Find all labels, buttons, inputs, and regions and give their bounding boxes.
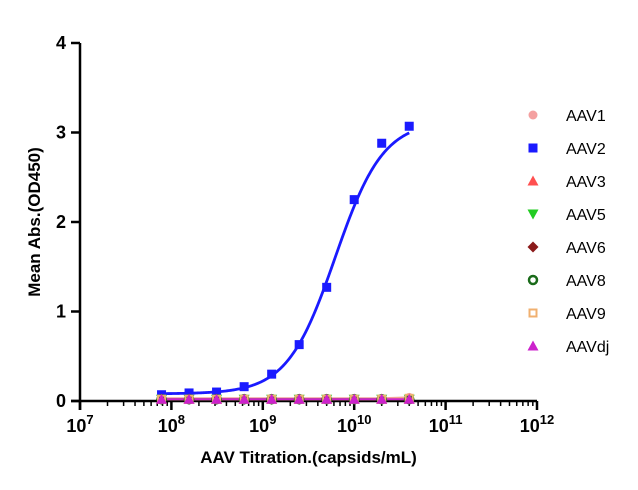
x-tick-label: 107 — [66, 412, 93, 436]
legend-label: AAV8 — [566, 273, 606, 290]
legend-label: AAV5 — [566, 207, 606, 224]
data-point — [294, 340, 304, 350]
data-point — [266, 393, 278, 404]
legend-marker — [527, 274, 539, 286]
fit-curve-aav2 — [161, 131, 410, 396]
legend-marker — [528, 110, 538, 120]
legend-item-aav1: AAV1 — [528, 108, 606, 125]
points-aavdj — [156, 393, 415, 404]
fit-line-aav1 — [161, 396, 410, 400]
legend-item-aav5: AAV5 — [527, 207, 606, 224]
x-tick-label: 1010 — [337, 412, 372, 436]
legend-marker — [528, 308, 538, 318]
legend-label: AAV1 — [566, 108, 606, 125]
data-point — [211, 393, 223, 404]
series-aav1 — [161, 396, 410, 400]
plot-area: 0 1 2 3 4 107 108 109 1010 1011 1012 — [56, 33, 554, 436]
legend-label: AAV2 — [566, 141, 606, 158]
y-axis-title: Mean Abs.(OD450) — [25, 147, 44, 297]
data-point — [239, 382, 249, 392]
legend-label: AAVdj — [566, 339, 609, 356]
legend-marker — [527, 209, 539, 220]
data-point — [238, 393, 250, 404]
legend-label: AAV6 — [566, 240, 606, 257]
data-point — [183, 393, 195, 404]
x-tick-label: 1012 — [520, 412, 555, 436]
y-tick-label: 0 — [56, 391, 66, 411]
legend-label: AAV3 — [566, 174, 606, 191]
y-tick-label: 2 — [56, 212, 66, 232]
x-tick-label: 108 — [158, 412, 185, 436]
legend-item-aav6: AAV6 — [527, 240, 606, 257]
data-point — [404, 121, 414, 131]
legend-marker — [527, 241, 539, 253]
legend-marker — [527, 340, 539, 351]
legend-item-aav9: AAV9 — [528, 306, 606, 323]
legend-marker — [528, 143, 538, 153]
data-point — [184, 388, 194, 398]
y-tick-label: 3 — [56, 123, 66, 143]
data-point — [376, 393, 388, 404]
series-aav2 — [161, 131, 410, 396]
data-point — [349, 195, 359, 205]
data-point — [348, 393, 360, 404]
legend-item-aav2: AAV2 — [528, 141, 606, 158]
legend-item-aav3: AAV3 — [527, 174, 606, 191]
y-tick-label: 1 — [56, 302, 66, 322]
data-point — [293, 393, 305, 404]
data-point — [322, 282, 332, 292]
data-point — [403, 393, 415, 404]
data-point — [267, 369, 277, 379]
x-tick-label: 109 — [249, 412, 276, 436]
data-point — [377, 138, 387, 148]
y-tick-label: 4 — [56, 33, 66, 53]
data-point — [156, 393, 168, 404]
legend-label: AAV9 — [566, 306, 606, 323]
data-point — [321, 393, 333, 404]
legend: AAV1 AAV2 AAV3 AAV5 AAV6 AAV8 AAV9 AAVdj — [527, 108, 609, 356]
x-tick-label: 1011 — [429, 412, 463, 436]
data-point — [212, 387, 222, 397]
legend-item-aavdj: AAVdj — [527, 339, 609, 356]
legend-marker — [527, 175, 539, 186]
x-axis-title: AAV Titration.(capsids/mL) — [200, 448, 417, 467]
legend-item-aav8: AAV8 — [527, 273, 606, 290]
points-aav2 — [157, 121, 414, 400]
